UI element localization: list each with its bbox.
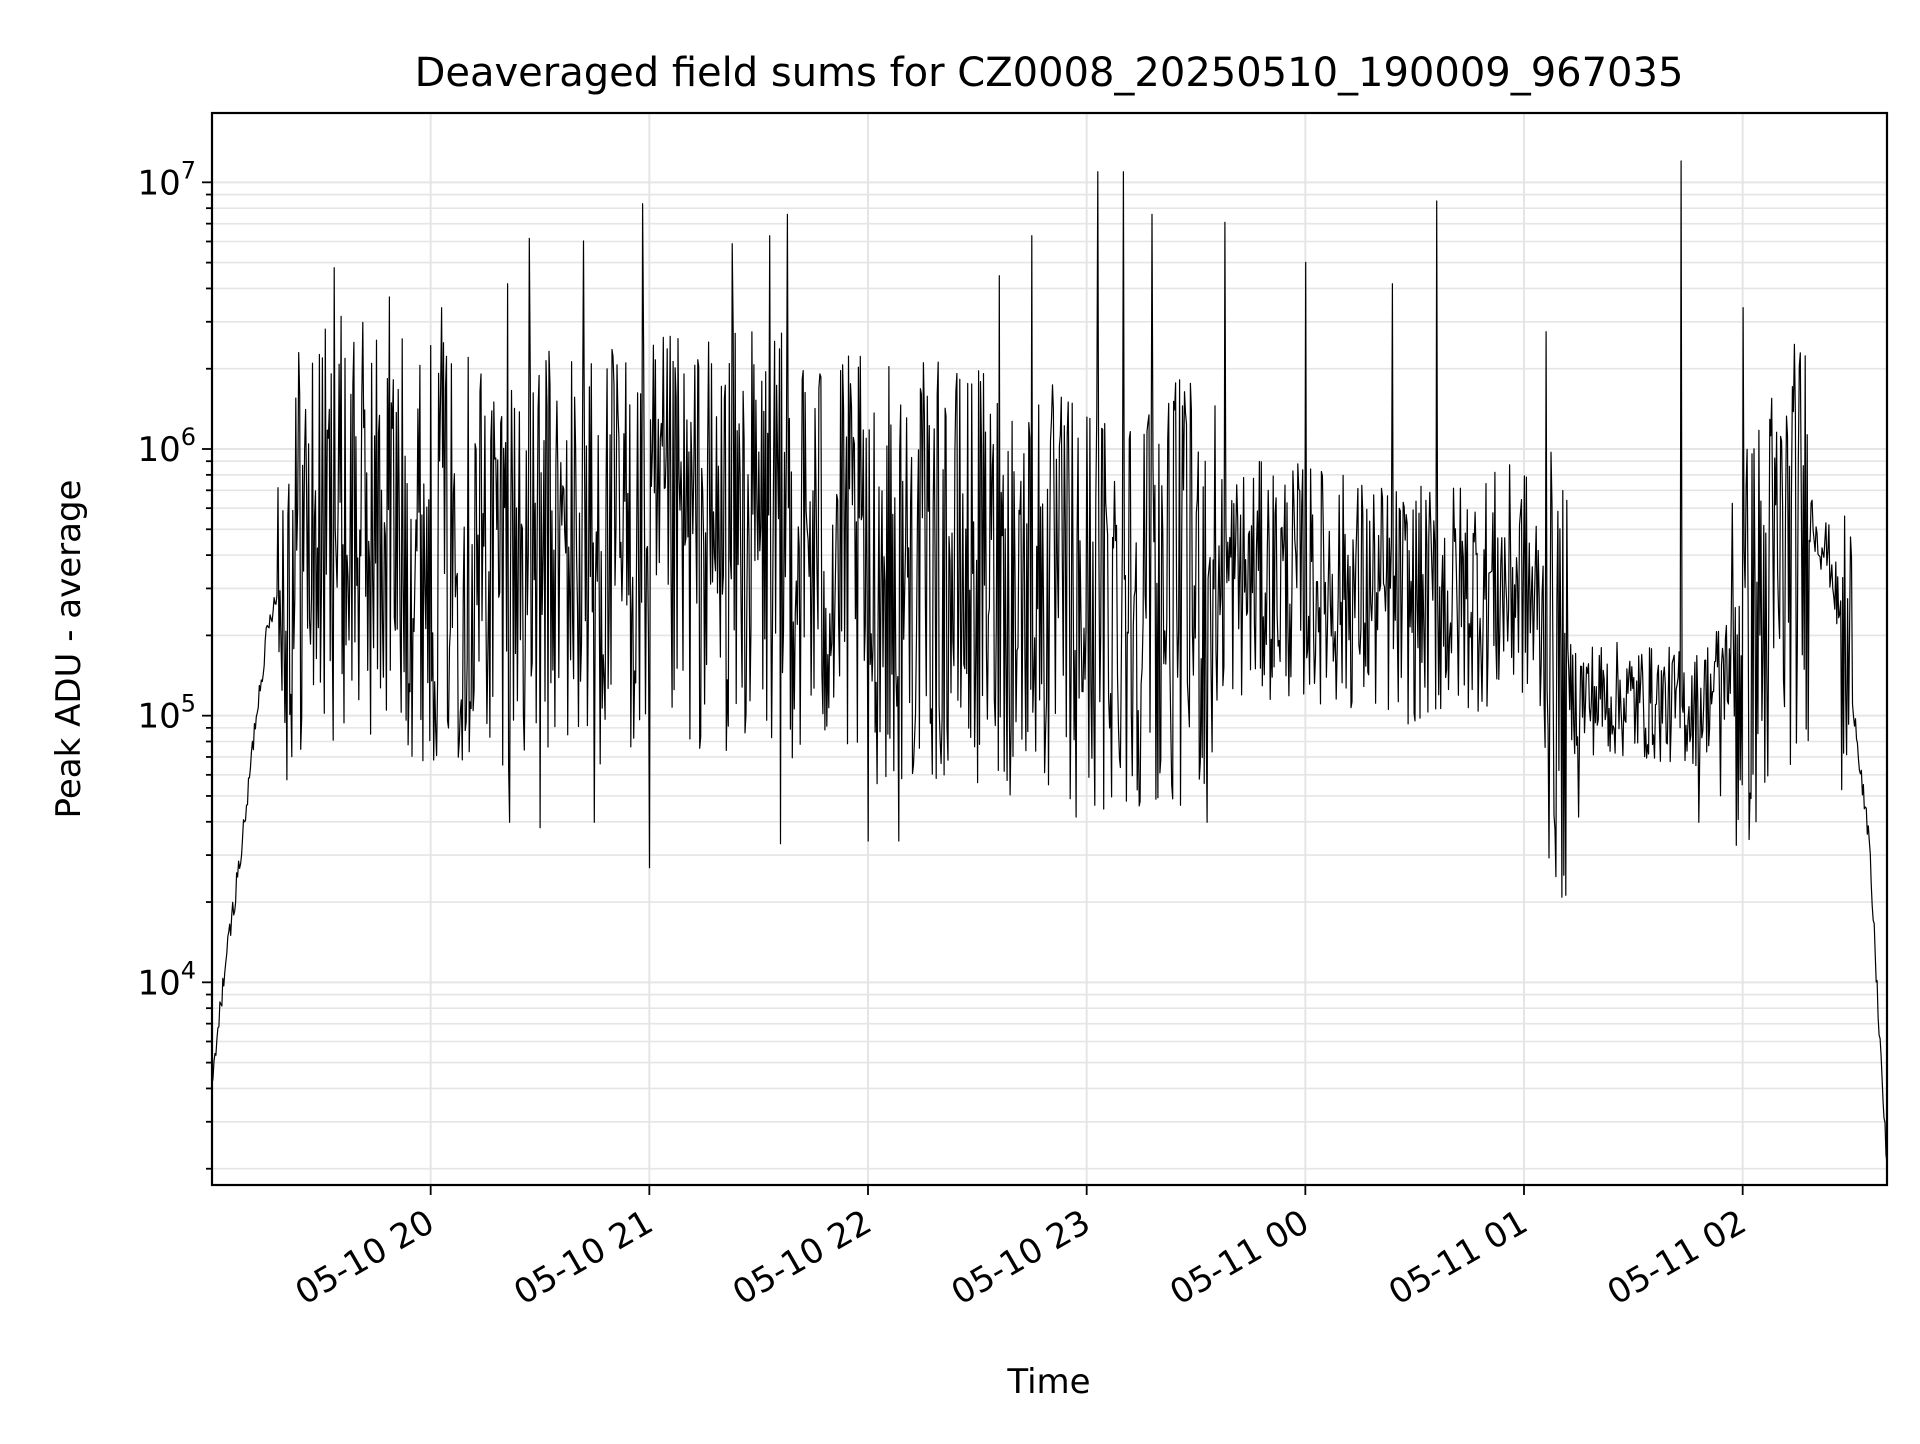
grid-layer xyxy=(212,113,1887,1185)
chart-title: Deaveraged field sums for CZ0008_2025051… xyxy=(415,50,1684,96)
y-axis-ticks: 104 105 106 107 xyxy=(137,156,212,1170)
plot-frame xyxy=(210,111,1889,1187)
series-line xyxy=(211,160,1888,1163)
series-layer xyxy=(211,160,1888,1163)
y-tick-label: 106 xyxy=(137,423,196,470)
y-tick-label: 105 xyxy=(137,690,196,737)
y-tick-label: 104 xyxy=(137,956,196,1003)
y-axis-label: Peak ADU - average xyxy=(49,480,89,819)
x-axis-label: Time xyxy=(1006,1362,1090,1402)
y-tick-label: 107 xyxy=(137,156,196,203)
